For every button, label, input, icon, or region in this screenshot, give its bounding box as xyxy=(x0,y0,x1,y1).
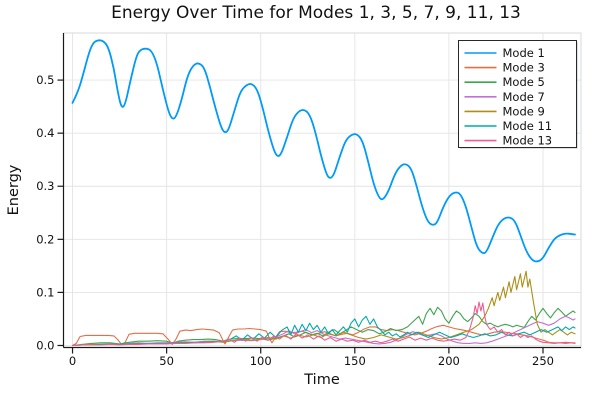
series-mode-13 xyxy=(71,301,576,347)
y-tick-label: 0.0 xyxy=(36,338,54,352)
legend-entry-mode-1: Mode 1 xyxy=(503,46,545,60)
x-tick-label: 200 xyxy=(438,354,460,368)
y-tick-label: 0.1 xyxy=(36,285,54,299)
legend-box xyxy=(458,40,577,148)
x-tick-label: 100 xyxy=(250,354,272,368)
x-tick-label: 0 xyxy=(69,354,76,368)
y-tick-label: 0.2 xyxy=(36,232,54,246)
y-tick-label: 0.4 xyxy=(36,126,54,140)
x-axis-label: Time xyxy=(304,372,340,388)
legend-entry-mode-13: Mode 13 xyxy=(503,134,553,148)
series-mode-5 xyxy=(71,306,576,347)
legend-entry-mode-5: Mode 5 xyxy=(503,75,545,89)
series-mode-1 xyxy=(71,39,576,263)
legend-entry-mode-7: Mode 7 xyxy=(503,90,545,104)
x-tick-label: 50 xyxy=(159,354,174,368)
legend-entry-mode-9: Mode 9 xyxy=(503,104,545,118)
legend-entry-mode-11: Mode 11 xyxy=(503,119,553,133)
x-tick-label: 250 xyxy=(532,354,554,368)
legend-entry-mode-3: Mode 3 xyxy=(503,61,545,75)
y-tick-label: 0.5 xyxy=(36,73,54,87)
y-tick-label: 0.3 xyxy=(36,179,54,193)
chart-title: Energy Over Time for Modes 1, 3, 5, 7, 9… xyxy=(111,3,521,23)
x-tick-label: 150 xyxy=(344,354,366,368)
